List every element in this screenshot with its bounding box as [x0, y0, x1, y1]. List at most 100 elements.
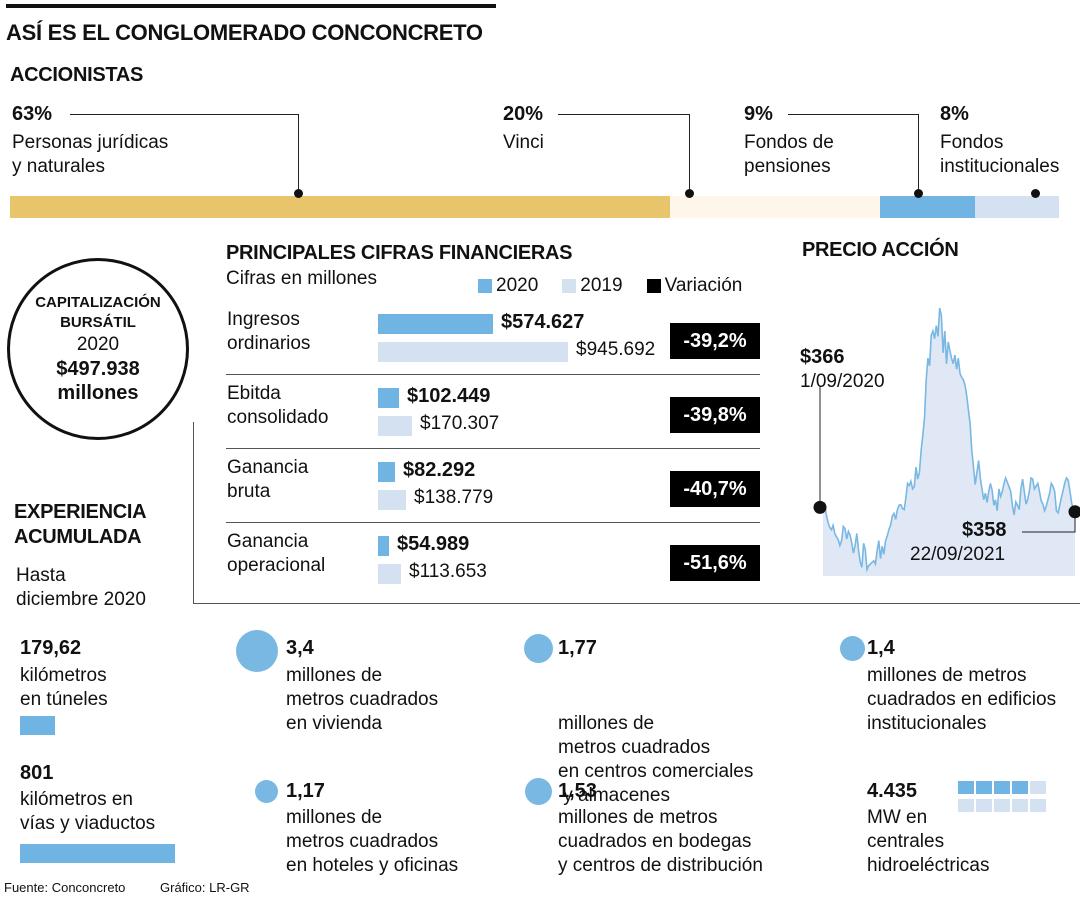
leader-line-pensiones	[788, 114, 919, 195]
mw-square	[958, 781, 974, 794]
bar-label-2020-1: $102.449	[407, 385, 491, 407]
variation-box-3: -51,6%	[670, 545, 760, 581]
mw-square	[1012, 781, 1028, 794]
top-rule	[6, 4, 496, 8]
price-end-leader	[1022, 511, 1076, 533]
exp-hoteles-label: millones de metros cuadrados en hoteles y …	[286, 807, 459, 876]
frame-vertical	[193, 422, 194, 604]
exp-comerciales-circle	[524, 634, 553, 663]
leader-dot-personas	[294, 189, 303, 198]
price-start-dot	[813, 500, 827, 514]
bar-2019-0	[378, 342, 568, 362]
exp-institucionales-label: millones de metros cuadrados en edificios…	[867, 665, 1057, 734]
price-start-value: $366	[800, 346, 845, 368]
price-start-date: 1/09/2020	[800, 371, 885, 392]
exp-vias-label: kilómetros en vías y viaductos	[20, 789, 156, 834]
mw-square	[1030, 799, 1046, 812]
price-end-date: 22/09/2021	[910, 544, 1006, 565]
exp-hoteles-circle	[255, 780, 278, 803]
bar-label-2019-1: $170.307	[420, 413, 500, 434]
leader-dot-vinci	[685, 189, 694, 198]
footer-source: Fuente: Conconcreto	[4, 880, 126, 895]
exp-bodegas-label: millones de metros cuadrados en bodegas y …	[558, 807, 763, 876]
exp-tuneles-bar	[20, 716, 55, 735]
mw-square	[994, 799, 1010, 812]
row-label-0: Ingresos ordinarios	[227, 309, 311, 354]
share-pct-institucionales: 8%	[940, 103, 969, 125]
frame-horizontal	[193, 603, 1080, 604]
leader-line-personas	[70, 114, 299, 195]
cifras-heading: PRINCIPALES CIFRAS FINANCIERAS	[226, 242, 573, 264]
exp-comerciales-value: 1,77	[558, 637, 597, 659]
mw-square	[958, 799, 974, 812]
row-separator-0	[226, 374, 760, 375]
bar-2020-3	[378, 536, 389, 556]
page-title: ASÍ ES EL CONGLOMERADO CONCONCRETO	[6, 20, 483, 45]
share-pct-pensiones: 9%	[744, 103, 773, 125]
exp-vivienda-value: 3,4	[286, 637, 314, 659]
exp-tuneles-value: 179,62	[20, 637, 82, 659]
capitalization-year: 2020	[76, 334, 120, 355]
leader-line-vinci	[558, 114, 690, 195]
legend-2020: 2020	[478, 275, 538, 297]
mw-square	[976, 781, 992, 794]
bar-2020-1	[378, 388, 399, 408]
row-label-1: Ebitda consolidado	[227, 383, 329, 428]
bar-label-2019-2: $138.779	[414, 487, 494, 508]
exp-mw-value: 4.435	[867, 780, 918, 802]
price-area	[823, 308, 1075, 576]
experiencia-sub: Hasta diciembre 2020	[16, 565, 146, 610]
bar-label-2020-3: $54.989	[397, 533, 470, 555]
row-label-3: Ganancia operacional	[227, 531, 326, 576]
price-chart	[813, 307, 1080, 576]
share-segment-personas	[10, 196, 670, 218]
legend-swatch-variacion	[646, 278, 661, 293]
exp-tuneles-label: kilómetros en túneles	[20, 665, 108, 710]
row-separator-2	[226, 522, 760, 523]
exp-institucionales-circle	[840, 636, 865, 661]
share-pct-personas: 63%	[12, 103, 53, 125]
legend-swatch-2019	[562, 278, 577, 293]
exp-mw-label: MW en centrales hidroeléctricas	[867, 807, 990, 876]
capitalization-unit: millones	[57, 382, 139, 404]
exp-vivienda-label: millones de metros cuadrados en vivienda	[286, 665, 439, 734]
legend-swatch-2020	[478, 278, 492, 293]
bar-label-2019-0: $945.692	[576, 339, 656, 360]
capitalization-circle: CAPITALIZACIÓN BURSÁTIL 2020 $497.938 mil…	[7, 258, 189, 440]
mw-square	[994, 781, 1010, 794]
legend-variacion: Variación	[646, 275, 742, 297]
bar-2020-0	[378, 314, 493, 334]
capitalization-label: CAPITALIZACIÓN BURSÁTIL	[35, 294, 161, 331]
row-label-2: Ganancia bruta	[227, 457, 309, 502]
leader-dot-pensiones	[914, 189, 923, 198]
capitalization-value: $497.938	[56, 358, 140, 380]
share-label-personas: Personas jurídicas y naturales	[12, 132, 169, 177]
variation-box-2: -40,7%	[670, 471, 760, 507]
cifras-subheading: Cifras en millones	[226, 268, 377, 289]
bar-2019-1	[378, 416, 412, 436]
mw-square	[1012, 799, 1028, 812]
exp-bodegas-circle	[525, 778, 552, 805]
price-end-value: $358	[962, 519, 1007, 541]
share-segment-pensiones	[880, 196, 975, 218]
legend-2019: 2019	[562, 275, 623, 297]
bar-2020-2	[378, 462, 395, 482]
exp-institucionales-value: 1,4	[867, 637, 895, 659]
exp-comerciales-label: millones de metros cuadrados en centros co…	[558, 713, 754, 806]
mw-square	[1030, 781, 1046, 794]
bar-label-2020-0: $574.627	[501, 311, 585, 333]
bar-2019-2	[378, 490, 406, 510]
row-separator-1	[226, 448, 760, 449]
mw-square	[976, 799, 992, 812]
accionistas-heading: ACCIONISTAS	[10, 64, 143, 86]
share-label-vinci: Vinci	[503, 132, 544, 153]
exp-hoteles-value: 1,17	[286, 780, 325, 802]
share-label-institucionales: Fondos institucionales	[940, 132, 1060, 177]
cifras-legend: 2020 2019 Variación	[478, 275, 742, 297]
exp-bodegas-value: 1,53	[558, 780, 597, 802]
variation-box-0: -39,2%	[670, 323, 760, 359]
precio-heading: PRECIO ACCIÓN	[802, 239, 959, 261]
share-pct-vinci: 20%	[503, 103, 544, 125]
exp-vias-bar	[20, 844, 175, 863]
price-line	[822, 307, 1076, 573]
